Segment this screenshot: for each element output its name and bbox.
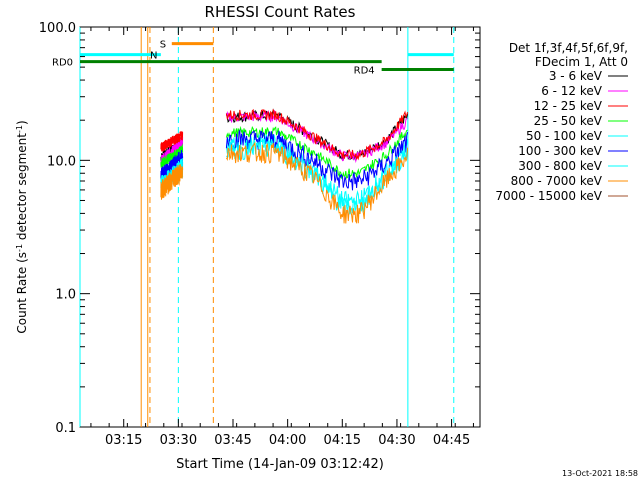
- legend: Det 1f,3f,4f,5f,6f,9f, FDecim 1, Att 0 3…: [495, 41, 628, 203]
- x-tick-label: 04:00: [269, 433, 306, 448]
- legend-header-line1: Det 1f,3f,4f,5f,6f,9f,: [509, 41, 628, 55]
- series-line: [160, 164, 184, 200]
- x-tick-label: 04:45: [433, 433, 470, 448]
- series-12-25-kev: [160, 108, 409, 161]
- series-800-7000-kev: [160, 141, 409, 225]
- legend-header-line2: FDecim 1, Att 0: [535, 55, 628, 69]
- series-line: [225, 128, 409, 191]
- series-line: [225, 109, 408, 164]
- legend-label: 6 - 12 keV: [541, 84, 603, 98]
- legend-label: 12 - 25 keV: [534, 99, 603, 113]
- state-flag-label: N: [150, 51, 157, 62]
- x-tick-label: 03:15: [105, 433, 142, 448]
- plot-frame: [79, 26, 481, 428]
- y-tick-label: 10.0: [47, 154, 76, 169]
- state-flag-label: S: [160, 40, 166, 51]
- legend-label: 3 - 6 keV: [549, 69, 603, 83]
- series-line: [225, 141, 409, 225]
- y-tick-label: 100.0: [39, 21, 76, 36]
- series-line: [225, 108, 409, 161]
- legend-label: 300 - 800 keV: [518, 159, 602, 173]
- legend-label: 100 - 300 keV: [518, 144, 602, 158]
- state-flag-label: RD4: [354, 66, 375, 77]
- y-tick-label: 1.0: [55, 288, 76, 303]
- y-axis-label: Count Rate (s-1 detector segment-1): [15, 120, 30, 333]
- chart-title: RHESSI Count Rates: [205, 3, 356, 21]
- legend-label: 7000 - 15000 keV: [495, 189, 602, 203]
- x-tick-label: 03:30: [160, 433, 197, 448]
- timestamp: 13-Oct-2021 18:58: [562, 469, 638, 478]
- y-tick-label: 0.1: [55, 421, 76, 436]
- series-line: [225, 137, 409, 218]
- x-tick-label: 03:45: [214, 433, 251, 448]
- x-tick-label: 04:30: [378, 433, 415, 448]
- legend-label: 800 - 7000 keV: [511, 174, 603, 188]
- legend-label: 25 - 50 keV: [534, 114, 603, 128]
- series-line: [160, 131, 184, 152]
- x-axis-label: Start Time (14-Jan-09 03:12:42): [176, 457, 384, 472]
- x-tick-label: 04:15: [324, 433, 361, 448]
- state-flag-label: RD0: [52, 58, 73, 69]
- legend-label: 50 - 100 keV: [526, 129, 603, 143]
